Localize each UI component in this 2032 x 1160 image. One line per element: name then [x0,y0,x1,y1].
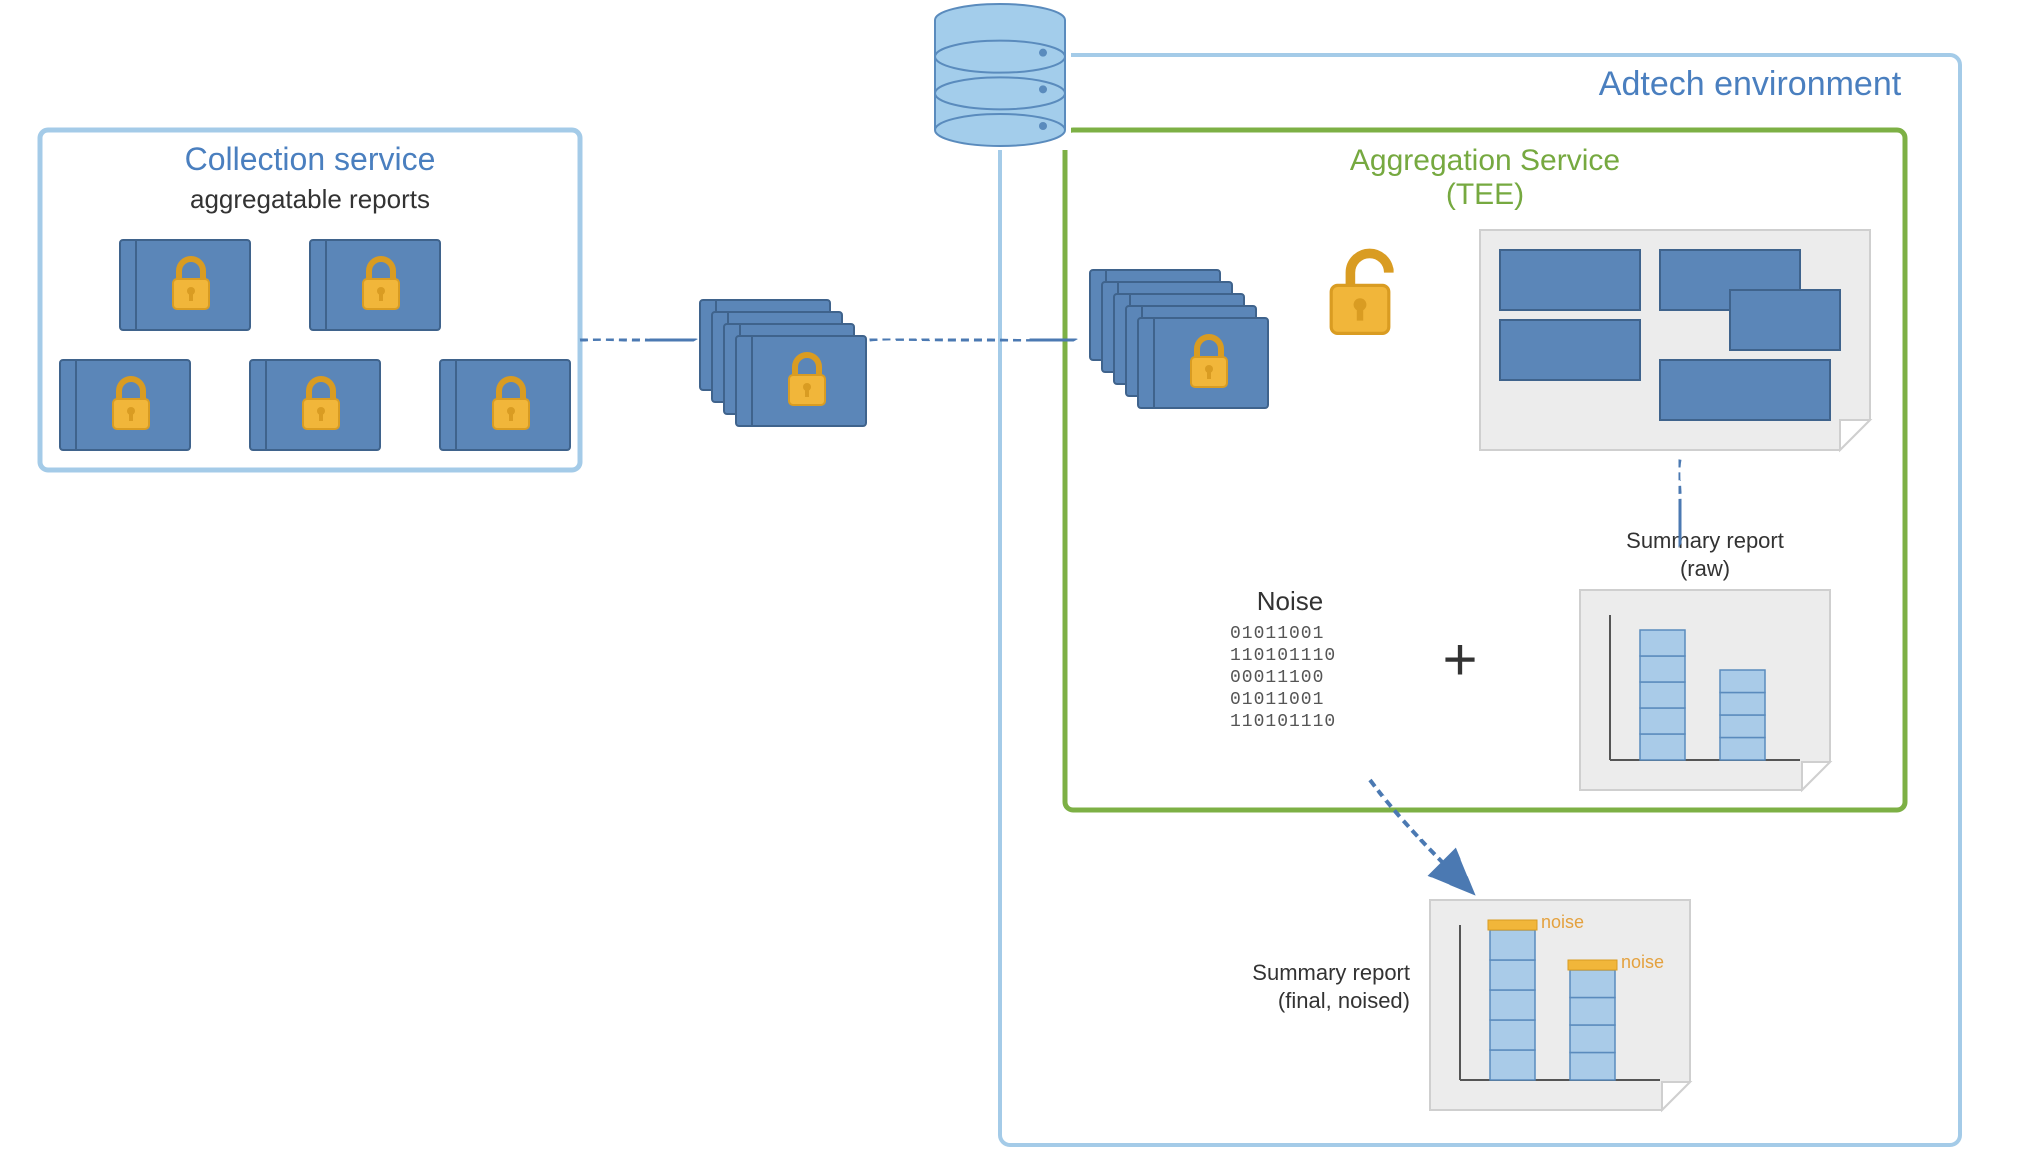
decrypted-doc [1480,230,1870,450]
diagram-canvas: Adtech environment Collection service aggr… [0,0,2032,1160]
report-icon [120,240,250,330]
database-icon [929,0,1071,150]
unlock-icon [1331,253,1389,333]
summary-raw-doc [1580,590,1830,790]
noise-line: 00011100 [1230,668,1324,688]
noise-line: 01011001 [1230,624,1324,644]
aggregation-reports-stack [1090,270,1268,408]
report-icon [310,240,440,330]
transit-reports-stack [700,300,866,426]
plus-icon: + [1442,626,1477,693]
arrow [580,339,690,341]
noise-label: Noise [1257,586,1323,616]
noise-tag-label: noise [1541,912,1584,932]
summary-raw-label1: Summary report [1626,528,1784,553]
noise-tag-label: noise [1621,952,1664,972]
summary-final-label1: Summary report [1252,960,1410,985]
arrow [870,339,1070,341]
adtech-title: Adtech environment [1599,65,1902,103]
aggregation-subtitle: (TEE) [1446,178,1524,211]
aggregation-title: Aggregation Service [1350,144,1620,177]
arrow [1679,460,1681,540]
collection-title: Collection service [185,141,436,177]
report-icon [440,360,570,450]
report-icon [736,336,866,426]
arrow [1370,780,1470,890]
summary-final-label2: (final, noised) [1278,988,1410,1013]
noise-line: 110101110 [1230,712,1336,732]
collection-subtitle: aggregatable reports [190,184,430,214]
report-icon [250,360,380,450]
noise-line: 01011001 [1230,690,1324,710]
noise-line: 110101110 [1230,646,1336,666]
report-icon [60,360,190,450]
summary-raw-label2: (raw) [1680,556,1730,581]
report-icon [1138,318,1268,408]
